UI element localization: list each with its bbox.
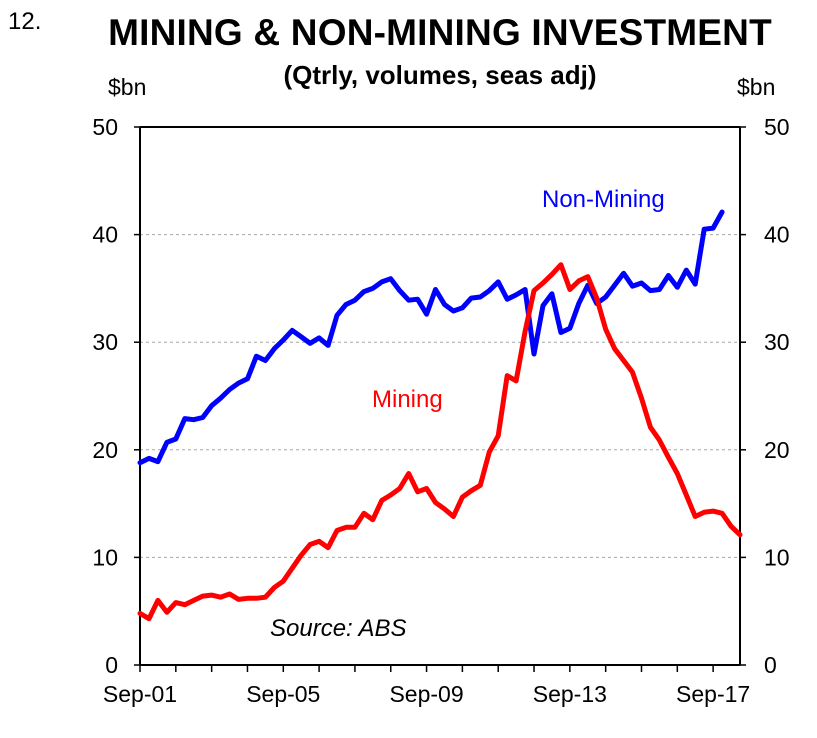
chart-subtitle: (Qtrly, volumes, seas adj) bbox=[283, 60, 597, 90]
mining-series-line bbox=[137, 262, 743, 622]
right-tick-label: 10 bbox=[764, 544, 790, 570]
non-mining-label: Non-Mining bbox=[542, 186, 665, 213]
right-tick-label: 40 bbox=[764, 222, 790, 248]
left-tick-label: 30 bbox=[92, 329, 118, 355]
chart-title: MINING & NON-MINING INVESTMENT bbox=[108, 12, 772, 53]
non-mining-series-line bbox=[137, 209, 725, 466]
right-tick-label: 20 bbox=[764, 437, 790, 463]
right-tick-label: 30 bbox=[764, 329, 790, 355]
x-tick-label: Sep-09 bbox=[389, 681, 463, 707]
left-tick-label: 20 bbox=[92, 437, 118, 463]
left-axis-unit: $bn bbox=[108, 74, 147, 100]
x-tick-label: Sep-17 bbox=[676, 681, 750, 707]
left-tick-label: 10 bbox=[92, 544, 118, 570]
x-tick-label: Sep-05 bbox=[246, 681, 320, 707]
right-tick-label: 0 bbox=[764, 652, 777, 678]
right-axis-unit: $bn bbox=[737, 74, 776, 100]
x-tick-label: Sep-13 bbox=[533, 681, 607, 707]
left-tick-label: 40 bbox=[92, 222, 118, 248]
right-y-ticks: 0 10 20 30 40 50 bbox=[740, 114, 790, 678]
x-tick-label: Sep-01 bbox=[103, 681, 177, 707]
right-tick-label: 50 bbox=[764, 114, 790, 140]
left-tick-label: 0 bbox=[105, 652, 118, 678]
figure-number: 12. bbox=[8, 8, 42, 35]
source-note: Source: ABS bbox=[270, 615, 407, 642]
left-y-ticks: 0 10 20 30 40 50 bbox=[92, 114, 140, 678]
axes bbox=[139, 126, 741, 666]
series-lines bbox=[137, 209, 743, 622]
mining-label: Mining bbox=[372, 386, 443, 413]
gridlines bbox=[140, 234, 740, 558]
left-tick-label: 50 bbox=[92, 114, 118, 140]
x-ticks: Sep-01 Sep-05 Sep-09 Sep-13 Sep-17 bbox=[103, 665, 750, 707]
